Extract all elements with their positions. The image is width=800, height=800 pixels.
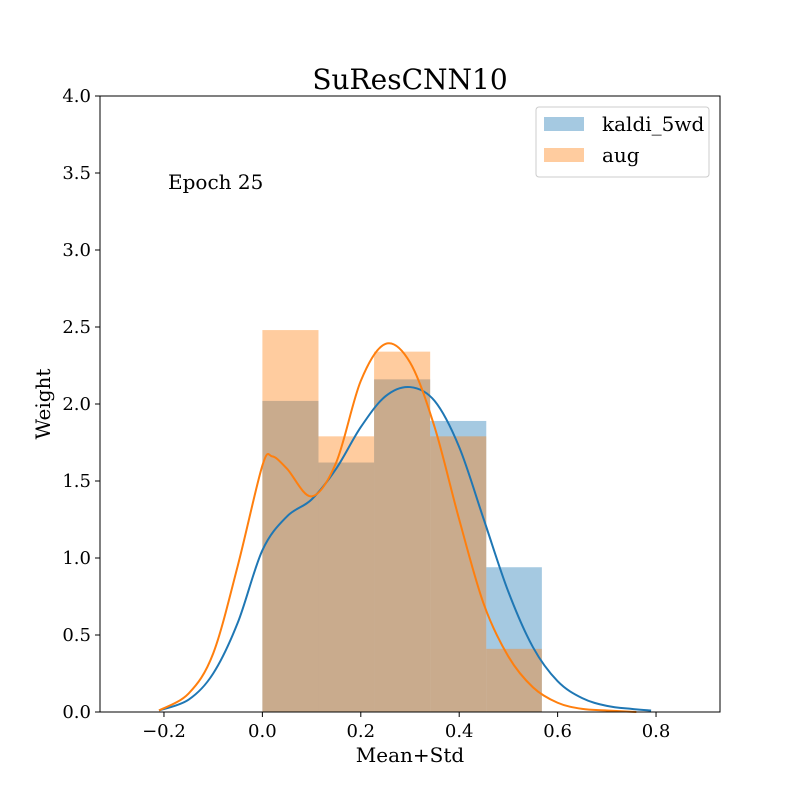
- x-axis-ticks: −0.2 0.0 0.2 0.4 0.6 0.8: [142, 712, 670, 742]
- y-tick-label: 2.0: [62, 394, 91, 415]
- bar-kaldi-5wd-1: [318, 462, 375, 712]
- bar-aug-2: [374, 351, 431, 712]
- kde-line-kaldi-5wd: [158, 385, 652, 712]
- y-tick-label: 3.0: [62, 240, 91, 261]
- x-tick-label: 0.0: [248, 721, 277, 742]
- bar-aug-3: [430, 436, 487, 712]
- bar-kaldi-5wd-3: [430, 420, 487, 712]
- histogram-bars: [262, 330, 542, 712]
- y-tick-label: 2.5: [62, 317, 91, 338]
- y-tick-label: 0.0: [62, 702, 91, 723]
- x-tick-label: 0.4: [445, 721, 474, 742]
- x-tick-label: −0.2: [142, 721, 186, 742]
- kde-curves: [158, 342, 652, 713]
- legend: kaldi_5wd aug: [535, 106, 710, 178]
- y-axis-ticks: 0.0 0.5 1.0 1.5 2.0 2.5 3.0 3.5 4.0: [62, 86, 100, 723]
- y-tick-label: 4.0: [62, 86, 91, 107]
- legend-label-aug: aug: [602, 143, 640, 167]
- legend-swatch-aug: [544, 148, 584, 162]
- legend-label-kaldi-5wd: kaldi_5wd: [602, 112, 704, 136]
- y-tick-label: 1.0: [62, 548, 91, 569]
- y-axis-label: Weight: [31, 369, 55, 440]
- bar-kaldi-5wd-0: [262, 400, 319, 712]
- x-tick-label: 0.8: [642, 721, 671, 742]
- legend-box: [535, 106, 710, 178]
- y-tick-label: 1.5: [62, 471, 91, 492]
- bar-aug-0: [262, 330, 319, 712]
- x-axis-label: Mean+Std: [356, 743, 465, 767]
- bar-aug-1: [318, 436, 375, 712]
- epoch-annotation: Epoch 25: [168, 170, 263, 194]
- x-tick-label: 0.2: [346, 721, 375, 742]
- kde-line-aug: [158, 342, 637, 713]
- x-tick-label: 0.6: [543, 721, 572, 742]
- bar-aug-4: [486, 648, 542, 712]
- legend-swatch-kaldi-5wd: [544, 117, 584, 131]
- y-tick-label: 0.5: [62, 625, 91, 646]
- chart-title: SuResCNN10: [312, 63, 507, 96]
- y-tick-label: 3.5: [62, 163, 91, 184]
- bar-kaldi-5wd-2: [374, 379, 431, 712]
